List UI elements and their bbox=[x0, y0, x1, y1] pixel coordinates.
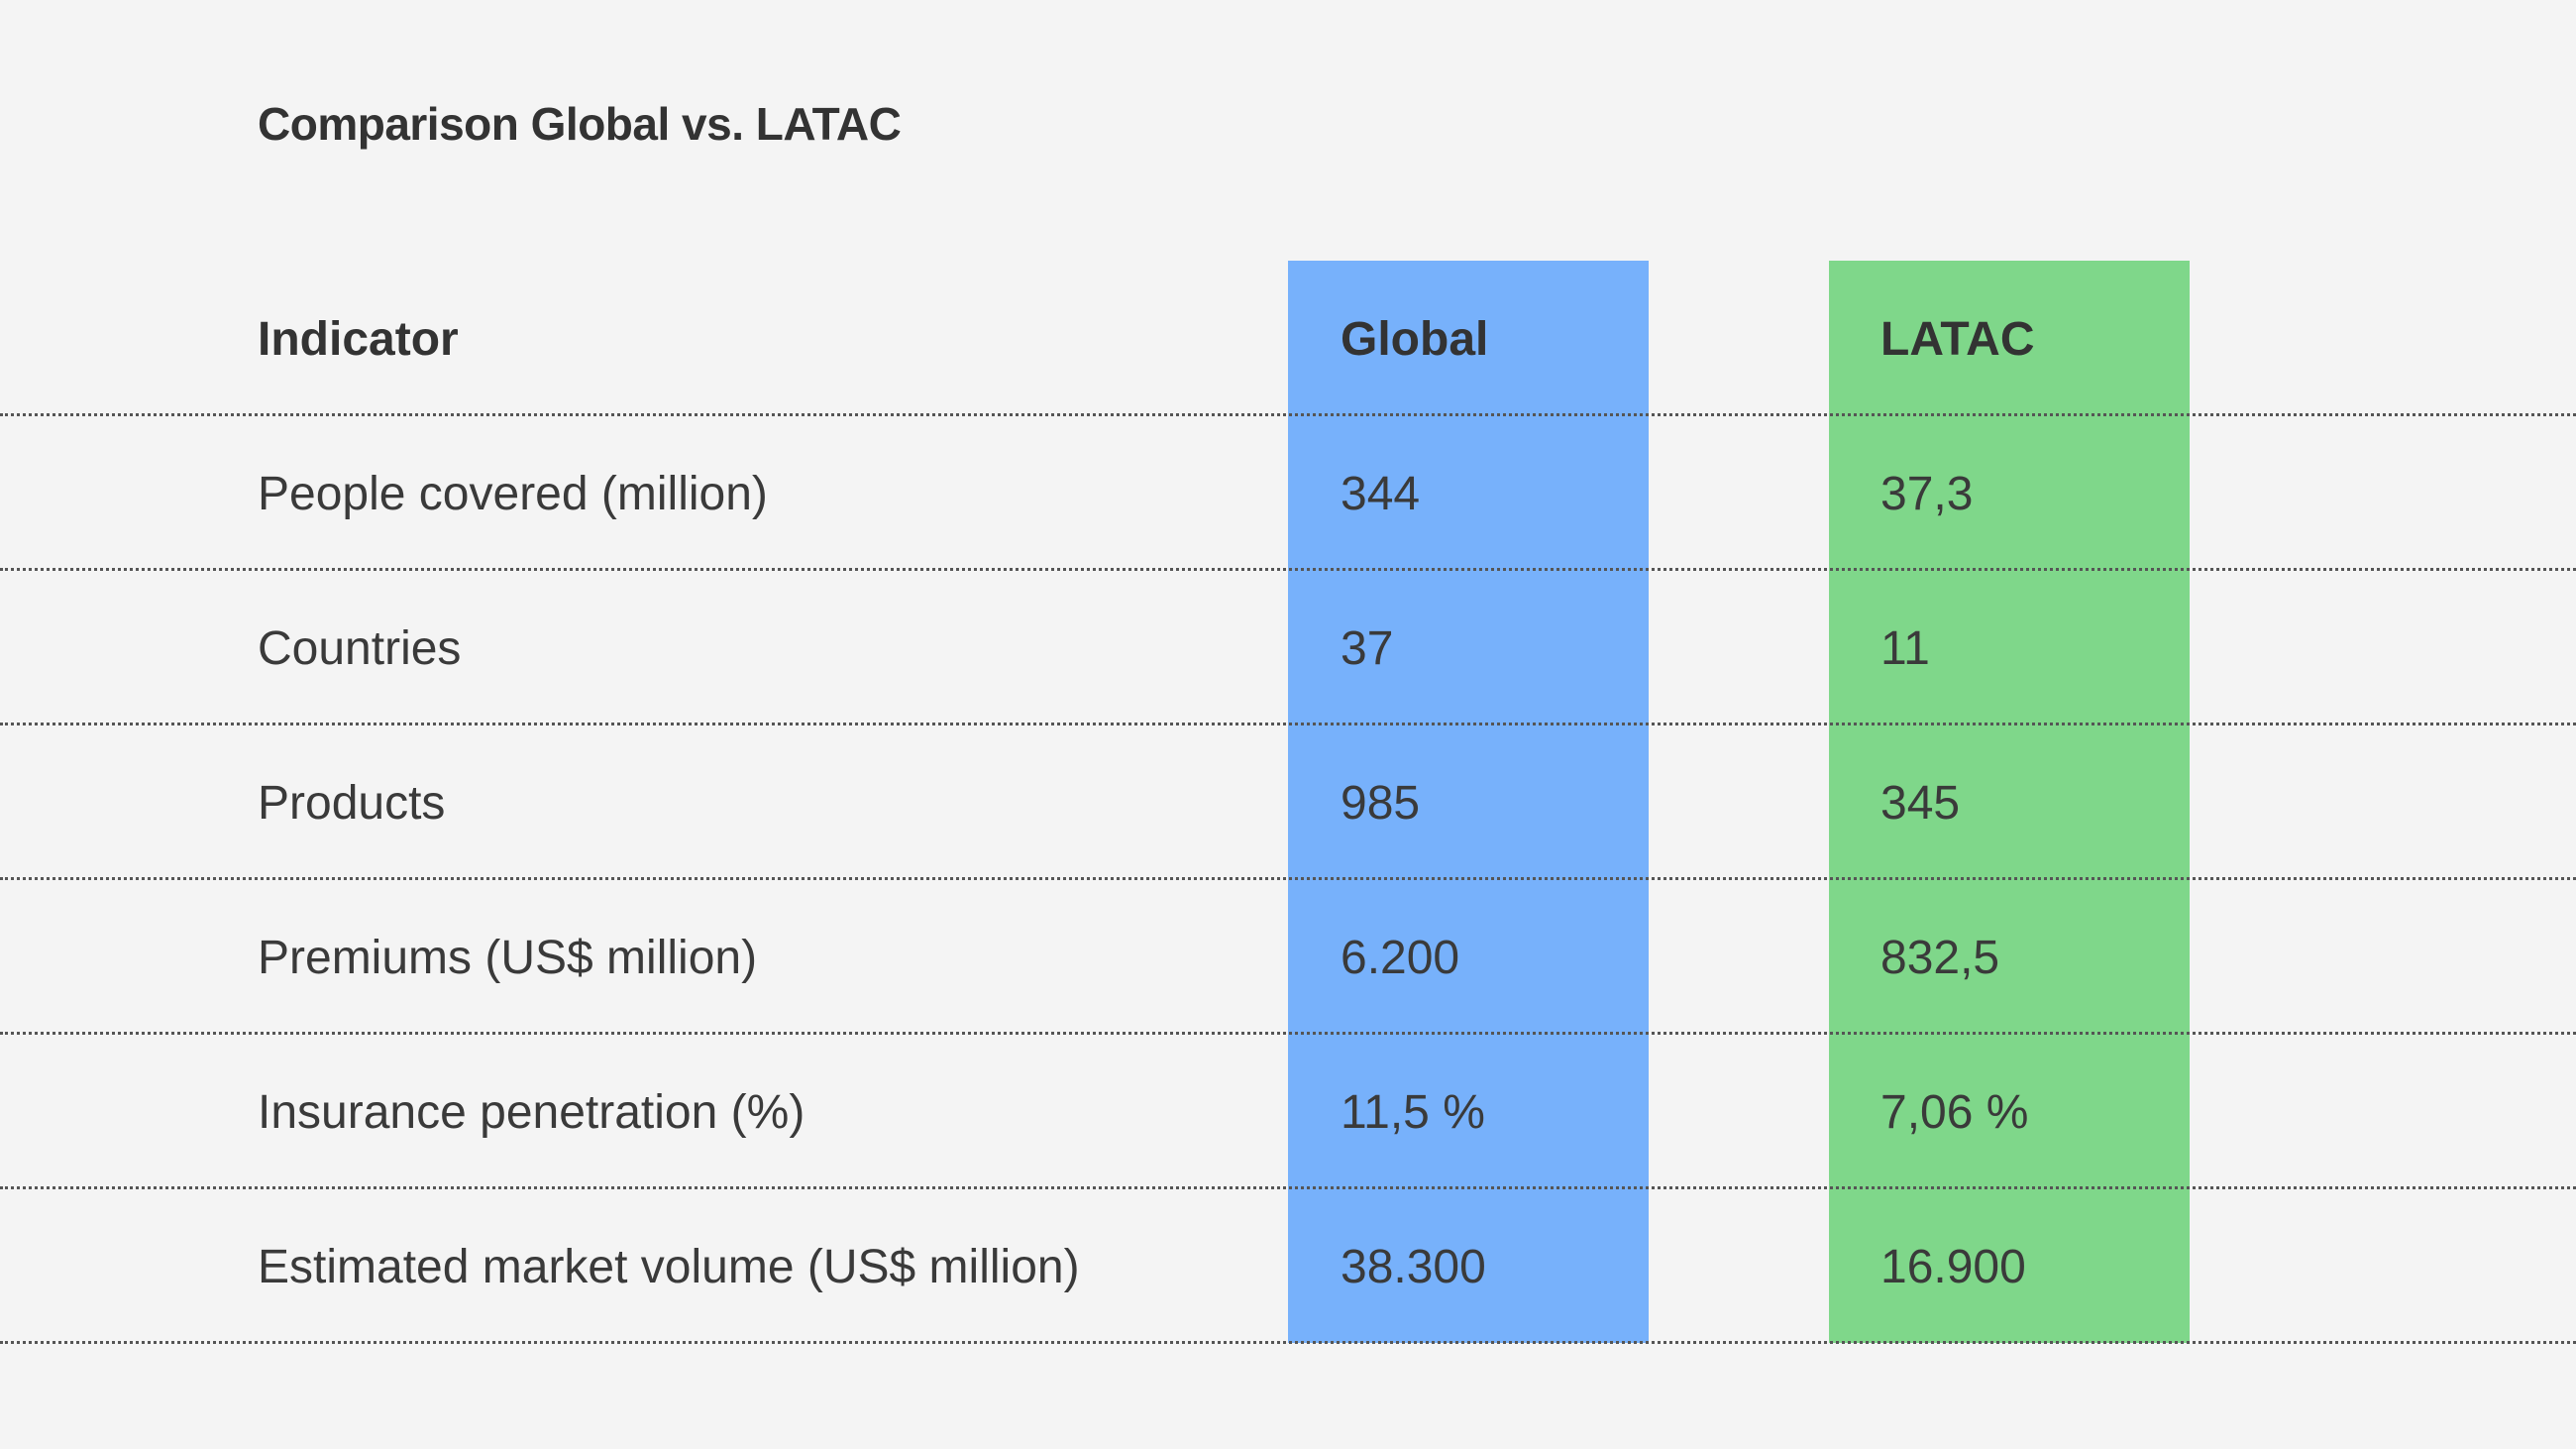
latac-column-highlight bbox=[1829, 261, 2190, 1343]
page-title: Comparison Global vs. LATAC bbox=[258, 98, 902, 150]
row-divider bbox=[0, 1186, 2576, 1189]
row-divider bbox=[0, 723, 2576, 725]
row-divider bbox=[0, 1341, 2576, 1344]
table-cell: 37,3 bbox=[1880, 468, 1974, 520]
row-divider bbox=[0, 877, 2576, 880]
row-divider bbox=[0, 1032, 2576, 1035]
indicator-label: People covered (million) bbox=[258, 468, 768, 520]
table-cell: 16.900 bbox=[1880, 1241, 2026, 1293]
table-cell: 345 bbox=[1880, 777, 1961, 830]
table-cell: 6.200 bbox=[1341, 932, 1460, 984]
indicator-label: Countries bbox=[258, 622, 462, 675]
column-header: Global bbox=[1341, 313, 1489, 366]
indicator-label: Premiums (US$ million) bbox=[258, 932, 758, 984]
table-cell: 344 bbox=[1341, 468, 1421, 520]
table-cell: 37 bbox=[1341, 622, 1394, 675]
indicator-label: Products bbox=[258, 777, 446, 830]
table-cell: 7,06 % bbox=[1880, 1086, 2029, 1139]
global-column-highlight bbox=[1288, 261, 1649, 1343]
column-header: Indicator bbox=[258, 313, 459, 366]
table-cell: 38.300 bbox=[1341, 1241, 1486, 1293]
table-cell: 11,5 % bbox=[1341, 1086, 1485, 1139]
column-header: LATAC bbox=[1880, 313, 2035, 366]
row-divider bbox=[0, 413, 2576, 416]
table-cell: 985 bbox=[1341, 777, 1421, 830]
indicator-label: Insurance penetration (%) bbox=[258, 1086, 805, 1139]
table-cell: 11 bbox=[1880, 622, 1930, 675]
table-cell: 832,5 bbox=[1880, 932, 2000, 984]
row-divider bbox=[0, 568, 2576, 571]
indicator-label: Estimated market volume (US$ million) bbox=[258, 1241, 1080, 1293]
